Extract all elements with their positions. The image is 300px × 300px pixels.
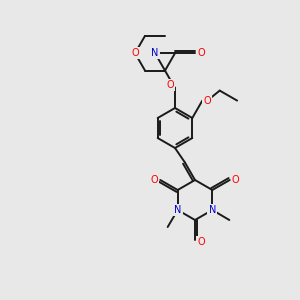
Text: O: O	[131, 48, 139, 58]
Text: O: O	[203, 96, 211, 106]
Text: O: O	[166, 80, 174, 90]
Text: N: N	[174, 205, 182, 215]
Text: O: O	[151, 175, 158, 185]
Text: O: O	[197, 48, 205, 58]
Text: N: N	[208, 205, 216, 215]
Text: O: O	[197, 237, 205, 247]
Text: N: N	[151, 48, 159, 58]
Text: O: O	[232, 175, 239, 185]
